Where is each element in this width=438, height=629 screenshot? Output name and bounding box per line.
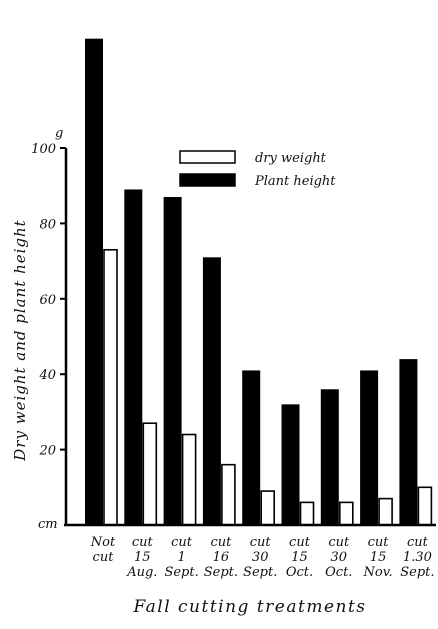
x-tick-label-6-line-0: cut [328, 535, 350, 550]
x-tick-label-7-line-0: cut [368, 535, 390, 550]
bar-plant-height-0 [85, 38, 103, 526]
bar-plant-height-1 [124, 189, 143, 525]
x-tick-label-1-line-1: 15 [134, 550, 151, 565]
legend-label-plant-height: Plant height [254, 174, 336, 189]
legend-swatch-dry-weight [179, 150, 236, 164]
x-tick-label-0-line-0: Not [90, 535, 116, 550]
x-tick-label-5-line-0: cut [289, 535, 311, 550]
x-tick-labels-layer: Notcutcut15Aug.cut1Sept.cut16Sept.cut30S… [90, 535, 435, 580]
bar-dry-weight-6 [338, 501, 354, 526]
bar-plant-height-2 [163, 197, 182, 525]
bar-dry-weight-0 [103, 248, 118, 526]
bar-plant-height-7 [360, 370, 379, 525]
x-tick-label-8-line-0: cut [407, 535, 429, 550]
x-tick-label-7-line-2: Nov. [363, 565, 393, 580]
legend-swatch-plant-height [179, 173, 236, 187]
bar-dry-weight-5 [299, 501, 315, 526]
x-tick-label-2-line-0: cut [171, 535, 193, 550]
x-tick-label-5-line-1: 15 [291, 550, 308, 565]
y-tick-label-80: 80 [39, 217, 56, 232]
y-ticks-layer: 20 40 60 80 100 [31, 142, 66, 459]
bar-plant-height-8 [399, 359, 418, 525]
bar-dry-weight-7 [378, 497, 393, 526]
bars-layer [85, 38, 433, 526]
x-axis-title: Fall cutting treatments [132, 597, 366, 617]
y-axis-title: Dry weight and plant height [11, 219, 29, 461]
x-tick-label-5-line-2: Oct. [286, 565, 313, 580]
x-tick-label-2-line-1: 1 [177, 550, 185, 565]
y-tick-label-40: 40 [38, 368, 56, 383]
bar-plant-height-5 [281, 404, 300, 525]
y-unit-top: g [55, 126, 63, 141]
x-tick-label-7-line-1: 15 [370, 550, 387, 565]
x-tick-label-4-line-0: cut [250, 535, 272, 550]
x-tick-label-3-line-0: cut [210, 535, 232, 550]
legend-label-dry-weight: dry weight [255, 151, 327, 166]
bar-dry-weight-2 [181, 433, 197, 526]
bar-dry-weight-8 [417, 486, 433, 526]
x-tick-label-2-line-2: Sept. [164, 565, 198, 580]
x-tick-label-0-line-1: cut [93, 550, 115, 565]
x-tick-label-3-line-2: Sept. [204, 565, 238, 580]
x-tick-label-1-line-2: Aug. [126, 565, 157, 580]
y-tick-label-20: 20 [38, 444, 56, 459]
x-tick-label-4-line-1: 30 [252, 550, 269, 565]
x-tick-label-6-line-1: 30 [331, 550, 348, 565]
x-tick-label-1-line-0: cut [132, 535, 154, 550]
x-tick-label-8-line-1: 1.30 [403, 550, 432, 565]
bar-plant-height-6 [320, 389, 339, 525]
bar-dry-weight-3 [221, 463, 236, 526]
bar-dry-weight-1 [142, 422, 158, 526]
y-tick-label-60: 60 [39, 293, 56, 308]
x-tick-label-4-line-2: Sept. [243, 565, 277, 580]
x-tick-label-6-line-2: Oct. [325, 565, 352, 580]
y-tick-label-100: 100 [31, 142, 56, 157]
x-tick-label-8-line-2: Sept. [400, 565, 434, 580]
bar-dry-weight-4 [260, 490, 276, 526]
y-unit-bottom: cm [38, 517, 58, 532]
legend: dry weight Plant height [179, 150, 336, 189]
axes-layer [64, 148, 436, 527]
bar-plant-height-4 [242, 370, 261, 525]
bar-plant-height-3 [202, 257, 221, 525]
x-tick-label-3-line-1: 16 [213, 550, 230, 565]
